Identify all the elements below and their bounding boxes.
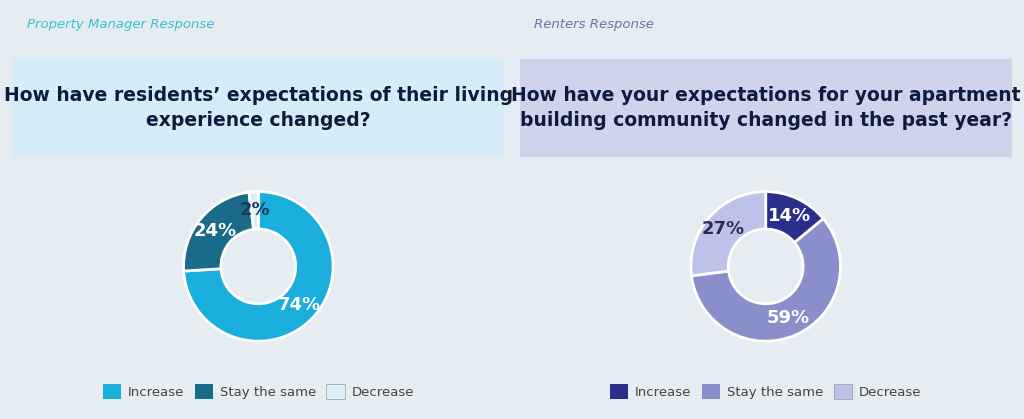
FancyBboxPatch shape: [12, 59, 504, 157]
Text: Renters Response: Renters Response: [535, 18, 654, 31]
Text: How have residents’ expectations of their living
experience changed?: How have residents’ expectations of thei…: [4, 86, 513, 129]
Text: How have your expectations for your apartment
building community changed in the : How have your expectations for your apar…: [511, 86, 1021, 129]
FancyBboxPatch shape: [519, 59, 1012, 157]
Text: Property Manager Response: Property Manager Response: [27, 18, 214, 31]
Legend: Increase, Stay the same, Decrease: Increase, Stay the same, Decrease: [97, 378, 419, 404]
Legend: Increase, Stay the same, Decrease: Increase, Stay the same, Decrease: [605, 378, 927, 404]
